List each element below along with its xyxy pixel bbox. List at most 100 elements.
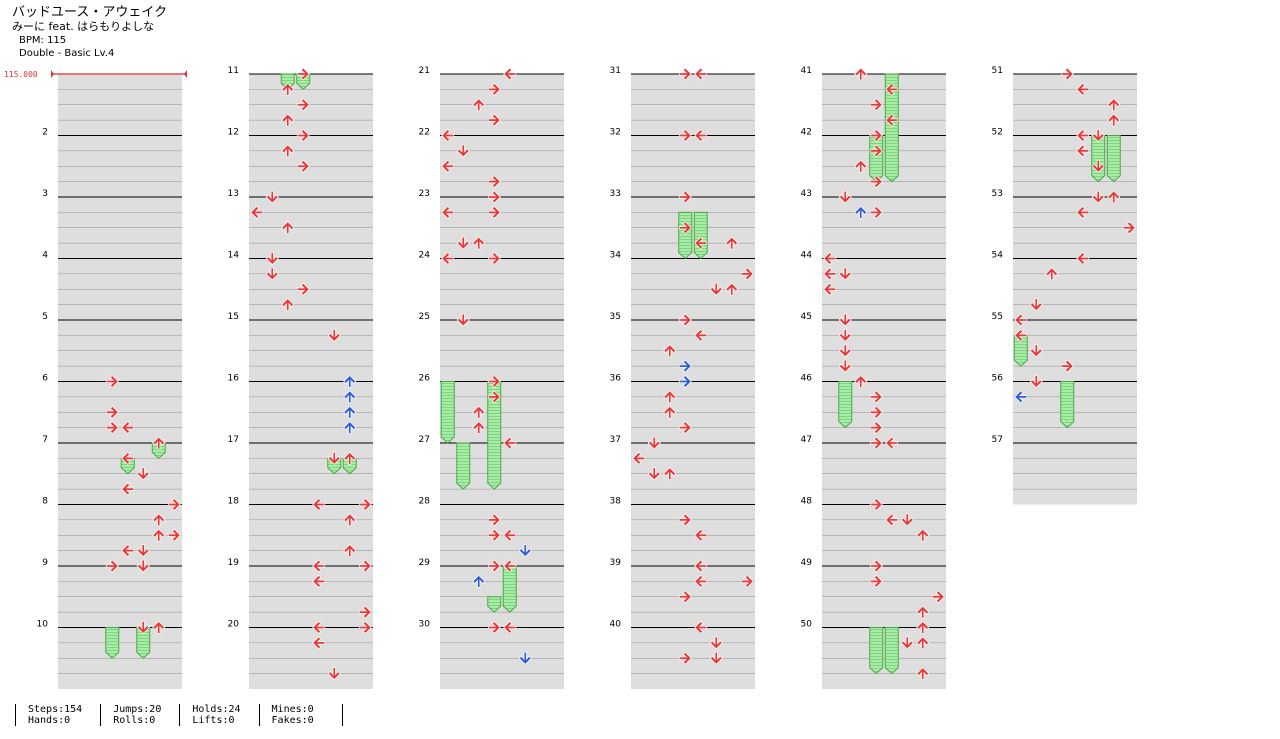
beat-bar	[631, 458, 755, 474]
arrow-note	[694, 129, 708, 142]
measure-36: 36	[610, 374, 755, 443]
arrow-note	[281, 113, 295, 127]
arrow-icon	[327, 452, 341, 465]
arrow-icon	[472, 574, 486, 588]
beat-bar	[58, 535, 182, 551]
measure-number: 40	[610, 620, 622, 630]
measure-number: 7	[42, 435, 48, 445]
arrow-icon	[1076, 252, 1090, 265]
beat-bar	[58, 89, 182, 105]
arrow-icon	[265, 190, 279, 204]
arrow-note	[281, 221, 295, 235]
arrow-icon	[869, 559, 883, 573]
measure-number: 32	[610, 128, 621, 138]
beat-bar	[822, 658, 946, 674]
arrow-note	[136, 544, 150, 558]
beat-bar	[631, 535, 755, 551]
beat-bar	[1013, 274, 1137, 290]
arrow-icon	[663, 390, 677, 404]
arrow-icon	[647, 467, 661, 481]
arrow-icon	[250, 205, 264, 219]
beat-bar	[58, 274, 182, 290]
measure-42: 42	[801, 128, 946, 197]
arrow-icon	[265, 267, 279, 281]
beat-bar	[249, 474, 373, 490]
beat-bar	[58, 612, 182, 628]
arrow-note	[121, 421, 135, 435]
beat-bar	[631, 274, 755, 290]
arrow-icon	[472, 236, 486, 250]
beat-bar	[1013, 458, 1137, 474]
arrow-note	[1029, 298, 1043, 312]
arrow-note	[472, 421, 486, 434]
measure-number: 35	[610, 312, 621, 322]
arrow-note	[678, 375, 692, 388]
arrow-note	[869, 129, 883, 142]
arrow-icon	[327, 667, 341, 681]
arrow-icon	[694, 67, 708, 81]
arrow-icon	[167, 498, 181, 511]
measure-27: 27	[419, 435, 564, 505]
arrow-icon	[136, 467, 150, 481]
beat-bar	[631, 443, 755, 459]
arrow-note	[472, 236, 486, 250]
beat-bar	[631, 643, 755, 659]
measure-43: 43	[801, 189, 946, 259]
arrow-note	[281, 82, 295, 96]
measure-number: 5	[42, 312, 48, 322]
song-title: バッドユース・アウェイク	[12, 5, 168, 20]
beat-bar	[249, 182, 373, 197]
beat-bar	[58, 151, 182, 167]
beat-bar	[58, 289, 182, 305]
arrow-icon	[281, 113, 295, 127]
beat-bar	[822, 289, 946, 305]
measure-number: 49	[801, 558, 813, 568]
arrow-icon	[740, 267, 754, 281]
measure-number: 57	[992, 435, 1003, 445]
arrow-note	[1045, 267, 1059, 281]
measure-13: 13	[228, 189, 373, 259]
hold-note	[678, 211, 693, 260]
beat-bar	[822, 212, 946, 228]
arrow-icon	[487, 513, 501, 527]
arrow-note	[1060, 67, 1074, 81]
arrow-icon	[456, 144, 470, 158]
beat-bar	[631, 381, 755, 397]
arrow-note	[838, 359, 852, 373]
arrow-note	[678, 421, 692, 435]
measure-18: 18	[228, 497, 373, 566]
arrow-icon	[487, 82, 501, 96]
measure-number: 41	[801, 66, 812, 76]
beat-bar	[631, 120, 755, 136]
beat-bar	[631, 612, 755, 628]
arrow-note	[296, 159, 310, 173]
beat-bar	[249, 535, 373, 551]
measure-number: 26	[419, 374, 431, 384]
arrow-icon	[838, 359, 852, 373]
arrow-note	[487, 82, 501, 96]
arrow-note	[885, 513, 899, 527]
arrow-icon	[885, 113, 899, 127]
beat-bar	[822, 197, 946, 213]
arrow-icon	[121, 482, 135, 496]
beat-bar	[1013, 135, 1137, 151]
arrow-note	[1091, 159, 1105, 173]
beat-bar	[249, 520, 373, 536]
beat-bar	[440, 166, 564, 182]
arrow-note	[916, 636, 930, 650]
arrow-note	[869, 436, 883, 450]
measure-number: 51	[992, 66, 1003, 76]
measure-16: 16	[228, 374, 373, 443]
arrow-icon	[441, 205, 455, 219]
arrow-icon	[869, 205, 883, 219]
arrow-icon	[358, 559, 372, 573]
beat-bar	[631, 243, 755, 259]
arrow-note	[694, 236, 708, 250]
hold-note	[838, 381, 853, 429]
arrow-icon	[694, 236, 708, 250]
arrow-note	[663, 467, 677, 481]
arrow-icon	[663, 405, 677, 419]
arrow-note	[632, 451, 646, 465]
measure-number: 37	[610, 435, 621, 445]
arrow-note	[312, 574, 326, 588]
